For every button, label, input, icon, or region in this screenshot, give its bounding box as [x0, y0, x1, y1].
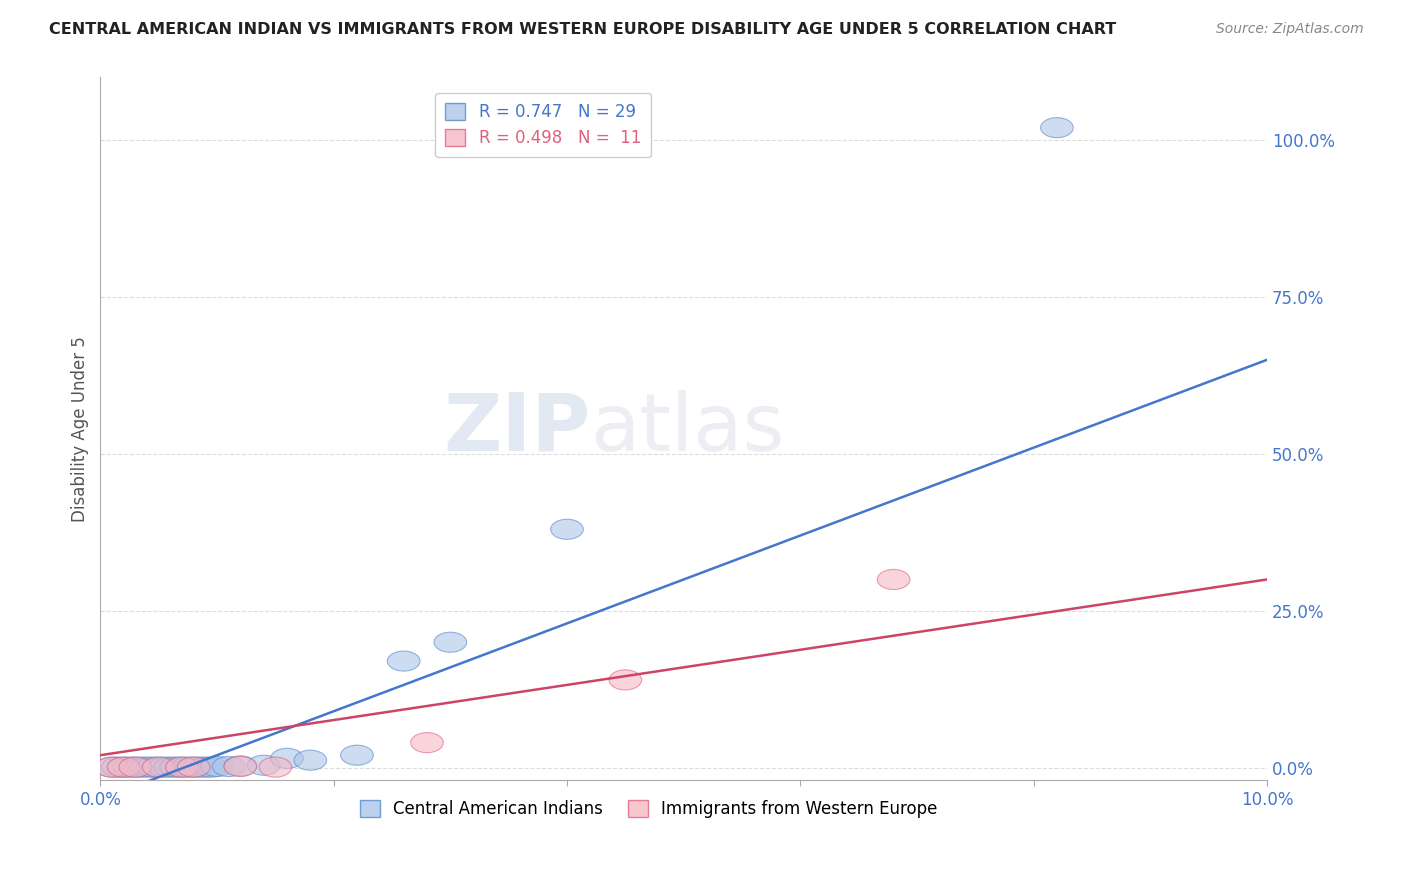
- Ellipse shape: [294, 750, 326, 771]
- Ellipse shape: [1040, 118, 1073, 137]
- Ellipse shape: [212, 756, 245, 777]
- Ellipse shape: [259, 757, 291, 777]
- Ellipse shape: [434, 632, 467, 652]
- Ellipse shape: [224, 756, 257, 777]
- Ellipse shape: [166, 757, 198, 777]
- Ellipse shape: [120, 757, 152, 777]
- Ellipse shape: [551, 519, 583, 540]
- Ellipse shape: [107, 757, 141, 777]
- Ellipse shape: [183, 757, 217, 777]
- Ellipse shape: [188, 757, 222, 777]
- Text: ZIP: ZIP: [443, 390, 591, 468]
- Ellipse shape: [96, 757, 128, 777]
- Ellipse shape: [411, 732, 443, 753]
- Ellipse shape: [195, 757, 228, 777]
- Ellipse shape: [155, 757, 187, 777]
- Ellipse shape: [224, 756, 257, 776]
- Ellipse shape: [609, 670, 641, 690]
- Legend: Central American Indians, Immigrants from Western Europe: Central American Indians, Immigrants fro…: [353, 793, 945, 825]
- Ellipse shape: [387, 651, 420, 671]
- Ellipse shape: [107, 757, 141, 777]
- Ellipse shape: [142, 757, 174, 777]
- Ellipse shape: [114, 757, 146, 777]
- Ellipse shape: [125, 757, 157, 777]
- Ellipse shape: [201, 756, 233, 777]
- Text: CENTRAL AMERICAN INDIAN VS IMMIGRANTS FROM WESTERN EUROPE DISABILITY AGE UNDER 5: CENTRAL AMERICAN INDIAN VS IMMIGRANTS FR…: [49, 22, 1116, 37]
- Ellipse shape: [177, 757, 209, 777]
- Ellipse shape: [131, 757, 163, 777]
- Ellipse shape: [142, 757, 174, 777]
- Ellipse shape: [160, 757, 193, 777]
- Text: Source: ZipAtlas.com: Source: ZipAtlas.com: [1216, 22, 1364, 37]
- Ellipse shape: [101, 757, 134, 777]
- Ellipse shape: [177, 757, 209, 777]
- Ellipse shape: [136, 757, 169, 777]
- Ellipse shape: [166, 757, 198, 777]
- Ellipse shape: [340, 745, 374, 765]
- Ellipse shape: [120, 757, 152, 777]
- Text: atlas: atlas: [591, 390, 785, 468]
- Ellipse shape: [877, 569, 910, 590]
- Y-axis label: Disability Age Under 5: Disability Age Under 5: [72, 336, 89, 522]
- Ellipse shape: [271, 748, 304, 768]
- Ellipse shape: [172, 757, 204, 777]
- Ellipse shape: [96, 757, 128, 777]
- Ellipse shape: [247, 756, 280, 775]
- Ellipse shape: [148, 757, 181, 777]
